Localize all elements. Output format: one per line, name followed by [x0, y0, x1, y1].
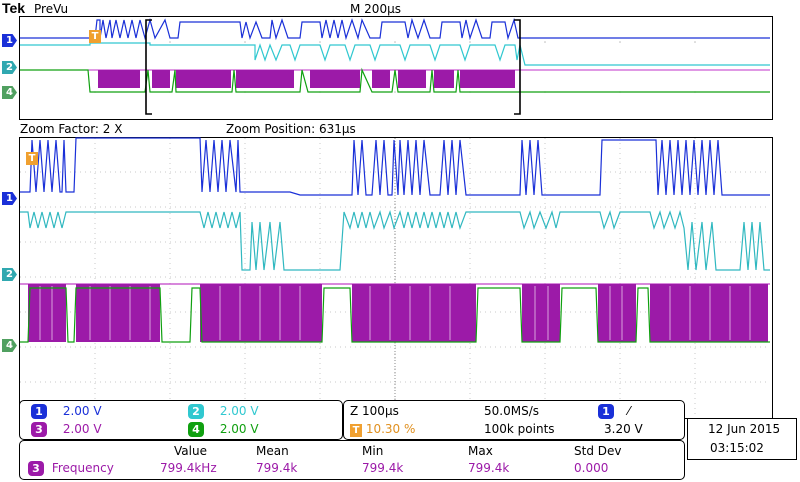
brand-logo: Tek: [2, 0, 26, 16]
ch3-volts: 2.00 V: [62, 422, 102, 436]
ch3-scale[interactable]: 3 2.00 V: [31, 422, 102, 437]
measurement-mean: 799.4k: [256, 461, 298, 475]
ch1-scale[interactable]: 1 2.00 V: [31, 404, 102, 419]
zoomed-ch1-marker[interactable]: 1: [2, 192, 17, 205]
overview-ch4-marker[interactable]: 4: [2, 86, 17, 99]
ch1-badge: 1: [31, 404, 47, 419]
datetime-panel: [687, 418, 797, 460]
zoomed-trigger-marker: T: [26, 146, 38, 165]
measurement-header-value: Value: [174, 444, 207, 458]
zoom-time-readout[interactable]: Z 100µs: [350, 404, 399, 418]
record-length-readout: 100k points: [484, 422, 555, 436]
ch4-badge: 4: [188, 422, 204, 437]
trigger-icon: T: [350, 424, 362, 437]
sample-rate-readout: 50.0MS/s: [484, 404, 539, 418]
zoomed-ch4-marker[interactable]: 4: [2, 339, 17, 352]
zoom-position-label: Zoom Position: 631µs: [226, 122, 356, 136]
measurement-header-min: Min: [362, 444, 384, 458]
time-readout: 03:15:02: [710, 441, 764, 455]
rising-edge-icon: ⁄: [627, 404, 630, 418]
acquisition-mode: PreVu: [34, 2, 69, 16]
overview-trigger-marker: T: [89, 24, 101, 43]
ch2-volts: 2.00 V: [219, 404, 259, 418]
measurement-name: Frequency: [51, 461, 114, 475]
trigger-position-value: 10.30 %: [365, 422, 416, 436]
measurement-value: 799.4kHz: [160, 461, 217, 475]
trigger-source-badge: 1: [598, 404, 614, 419]
overview-ch1-marker[interactable]: 1: [2, 34, 17, 47]
overview-ch2-marker[interactable]: 2: [2, 61, 17, 74]
timebase-readout: M 200µs: [350, 2, 401, 16]
zoomed-waveform-graticule[interactable]: [19, 137, 773, 419]
measurement-header-stddev: Std Dev: [574, 444, 622, 458]
ch2-badge: 2: [188, 404, 204, 419]
measurement-panel: [19, 440, 685, 480]
ch3-badge: 3: [31, 422, 47, 437]
measurement-max: 799.4k: [468, 461, 510, 475]
overview-waveform-panel[interactable]: [19, 16, 773, 120]
measurement-header-mean: Mean: [256, 444, 289, 458]
trigger-position-readout[interactable]: T 10.30 %: [350, 422, 415, 437]
trigger-source-readout[interactable]: 1 ⁄: [598, 404, 630, 419]
ch2-scale[interactable]: 2 2.00 V: [188, 404, 259, 419]
measurement-header-max: Max: [468, 444, 493, 458]
measurement-source[interactable]: 3 Frequency: [28, 461, 114, 476]
zoomed-ch2-marker[interactable]: 2: [2, 268, 17, 281]
zoom-factor-label: Zoom Factor: 2 X: [20, 122, 123, 136]
measurement-source-badge: 3: [28, 461, 44, 476]
ch4-volts: 2.00 V: [219, 422, 259, 436]
channel-scale-panel: [19, 400, 343, 440]
ch1-volts: 2.00 V: [62, 404, 102, 418]
ch4-scale[interactable]: 4 2.00 V: [188, 422, 259, 437]
trigger-level-readout[interactable]: 3.20 V: [604, 422, 643, 436]
measurement-min: 799.4k: [362, 461, 404, 475]
measurement-stddev: 0.000: [574, 461, 609, 475]
date-readout: 12 Jun 2015: [708, 422, 781, 436]
acquisition-panel: [343, 400, 685, 440]
